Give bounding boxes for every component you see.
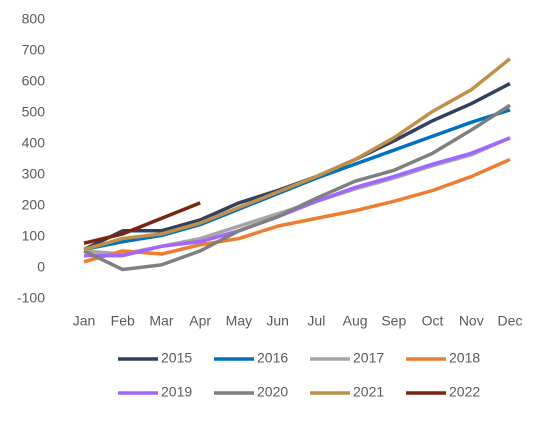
y-tick-label: 0 bbox=[37, 259, 45, 275]
x-tick-label: Mar bbox=[149, 313, 173, 329]
legend-label: 2017 bbox=[353, 350, 384, 366]
series-line bbox=[83, 108, 511, 252]
y-tick-label: 300 bbox=[22, 166, 46, 182]
y-tick-label: -100 bbox=[17, 290, 45, 306]
y-tick-label: 100 bbox=[22, 228, 46, 244]
y-tick-label: 600 bbox=[22, 73, 46, 89]
x-tick-label: Nov bbox=[459, 313, 484, 329]
legend-label: 2020 bbox=[257, 384, 288, 400]
legend-label: 2022 bbox=[449, 384, 480, 400]
y-tick-label: 500 bbox=[22, 104, 46, 120]
series-line bbox=[83, 201, 201, 245]
y-tick-label: 700 bbox=[22, 42, 46, 58]
y-tick-label: 200 bbox=[22, 197, 46, 213]
x-tick-label: Jan bbox=[73, 313, 96, 329]
x-tick-label: May bbox=[226, 313, 252, 329]
x-tick-label: Sep bbox=[381, 313, 406, 329]
x-tick-label: Oct bbox=[422, 313, 444, 329]
y-tick-label: 800 bbox=[22, 11, 46, 27]
x-tick-label: Aug bbox=[343, 313, 368, 329]
series-line bbox=[83, 57, 512, 252]
x-tick-label: Apr bbox=[189, 313, 211, 329]
series-line bbox=[83, 103, 511, 272]
legend-label: 2018 bbox=[449, 350, 480, 366]
legend-label: 2021 bbox=[353, 384, 384, 400]
series-line bbox=[83, 157, 511, 264]
x-tick-label: Jul bbox=[307, 313, 325, 329]
legend-label: 2019 bbox=[161, 384, 192, 400]
y-tick-label: 400 bbox=[22, 135, 46, 151]
x-tick-label: Feb bbox=[111, 313, 135, 329]
x-tick-label: Jun bbox=[266, 313, 289, 329]
x-tick-label: Dec bbox=[498, 313, 523, 329]
legend-label: 2015 bbox=[161, 350, 192, 366]
legend-label: 2016 bbox=[257, 350, 288, 366]
